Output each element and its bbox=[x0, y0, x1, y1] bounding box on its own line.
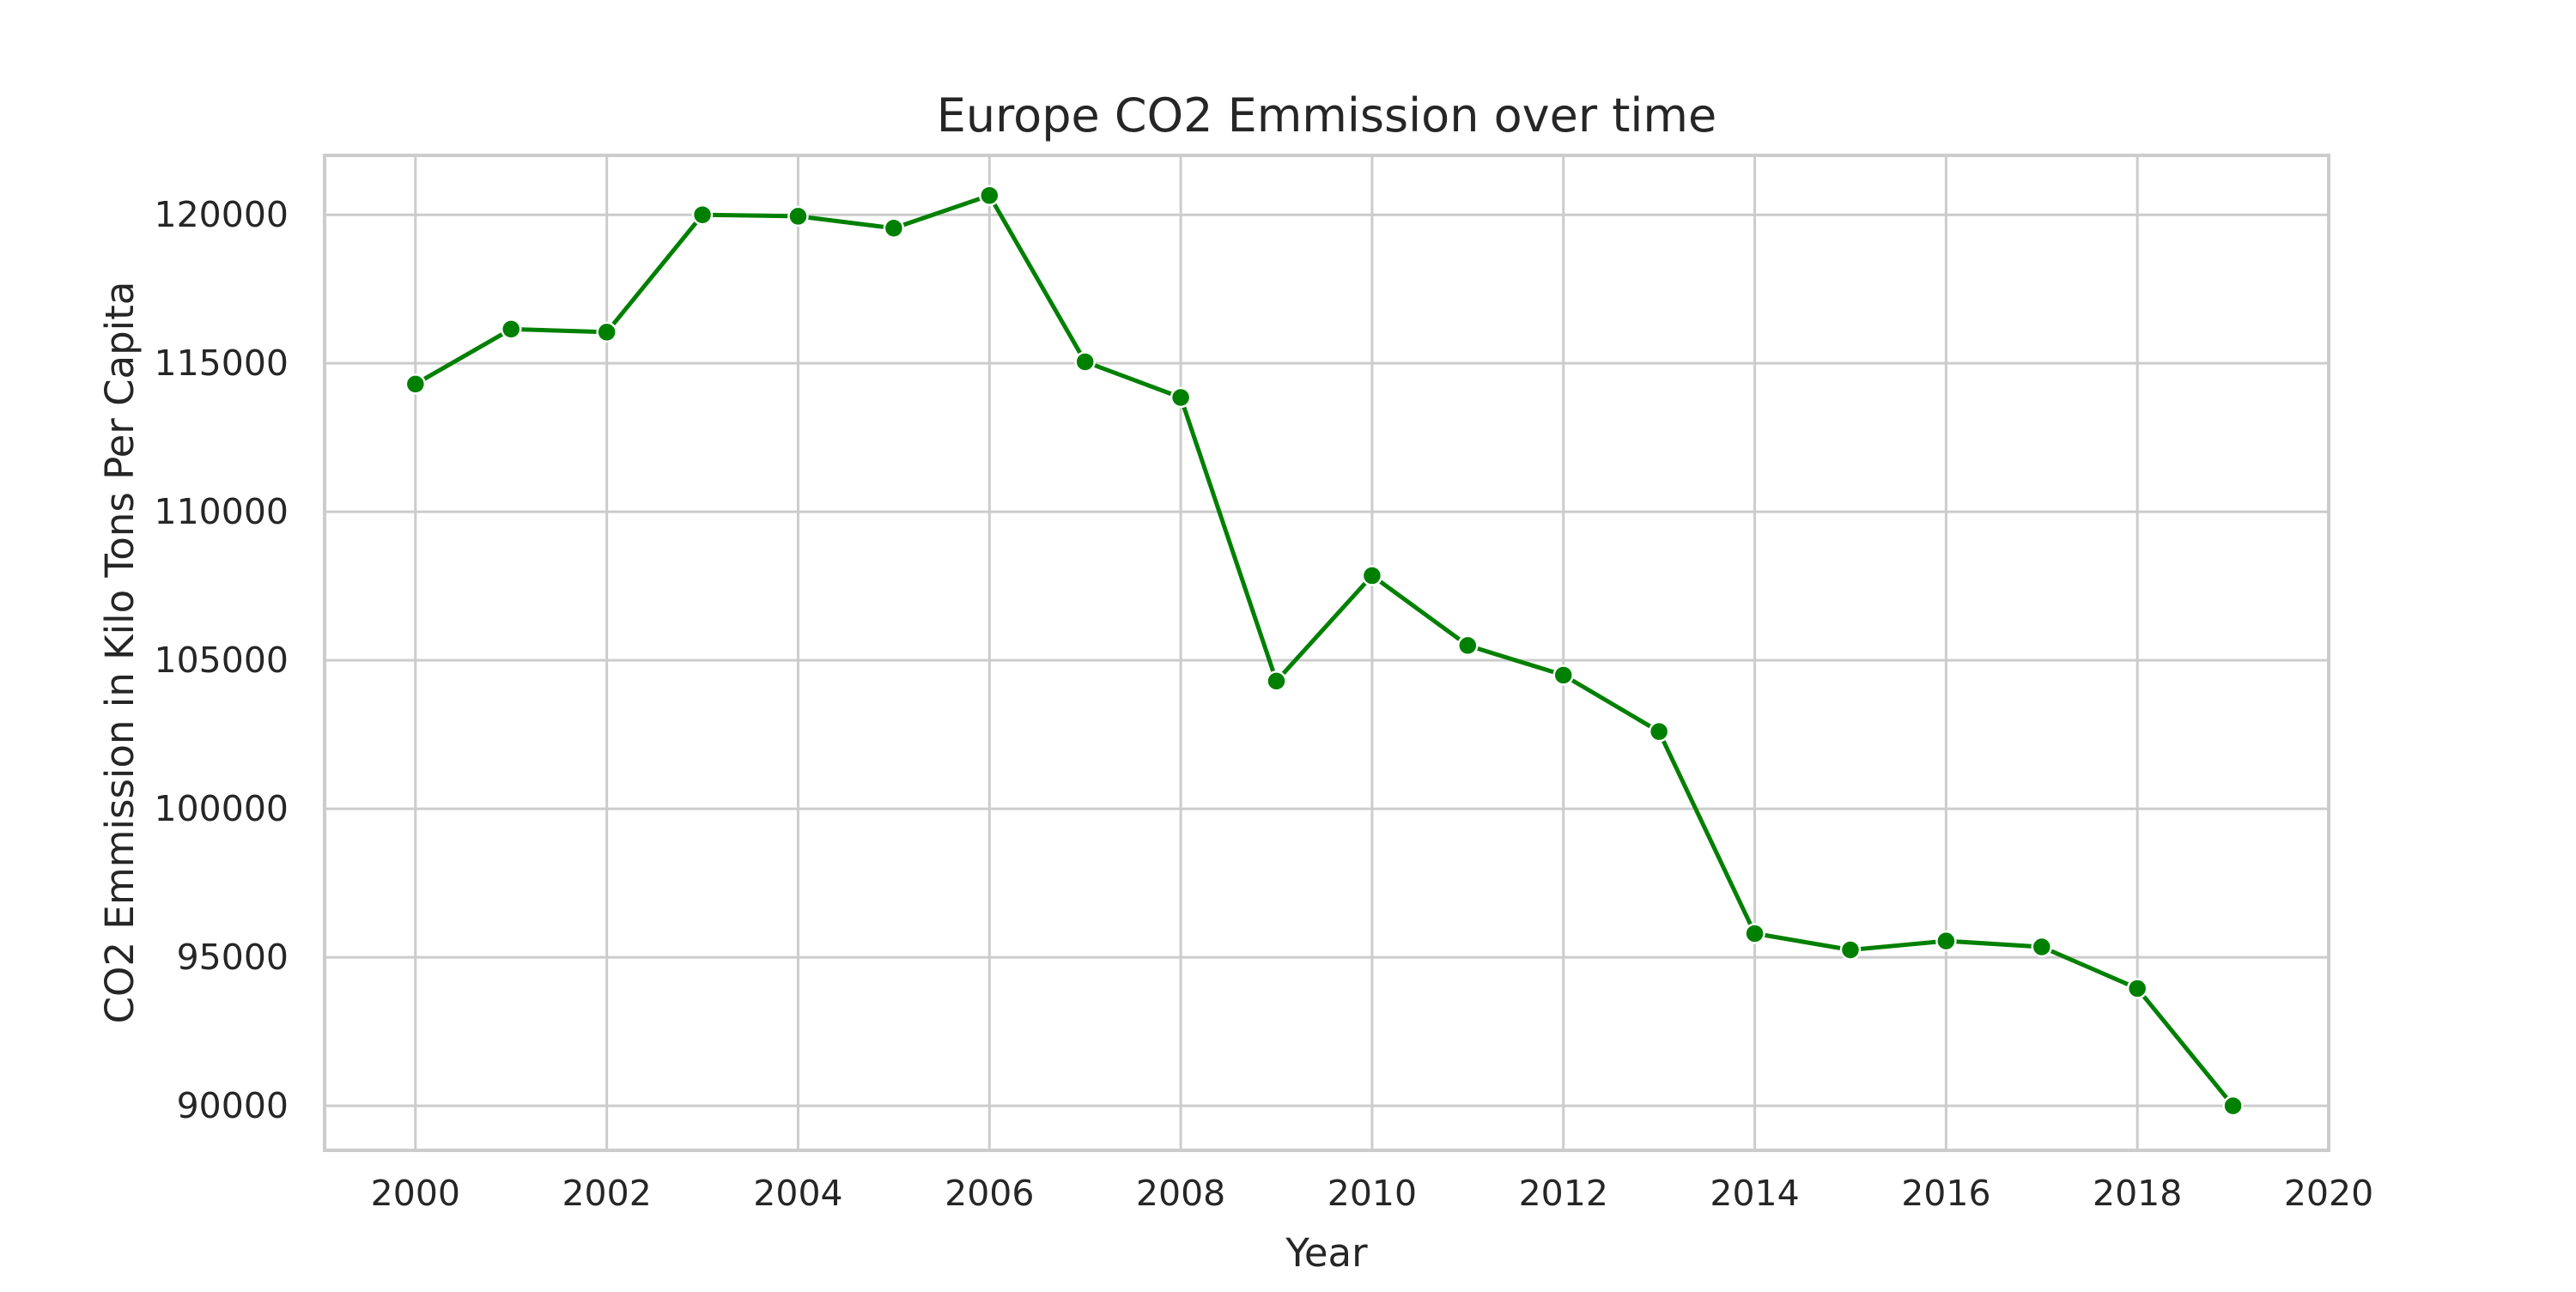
x-tick-label: 2002 bbox=[562, 1173, 651, 1214]
x-tick-label: 2020 bbox=[2284, 1173, 2373, 1214]
data-point-2011 bbox=[1457, 634, 1479, 657]
y-tick-label: 110000 bbox=[154, 491, 289, 532]
data-point-2000 bbox=[404, 373, 427, 395]
data-point-2004 bbox=[787, 205, 809, 227]
y-tick-label: 120000 bbox=[154, 194, 289, 235]
data-point-2001 bbox=[500, 318, 522, 340]
x-axis-label: Year bbox=[1285, 1230, 1368, 1276]
tick-labels: 2000 2002 2004 2006 2008 2010 2012 2014 2016 2018… bbox=[154, 194, 2373, 1214]
grid-layer bbox=[325, 155, 2330, 1150]
data-point-2018 bbox=[2126, 978, 2148, 999]
x-tick-label: 2010 bbox=[1327, 1173, 1417, 1214]
x-tick-label: 2018 bbox=[2093, 1173, 2182, 1214]
data-point-2006 bbox=[979, 185, 1000, 206]
data-point-2017 bbox=[2031, 936, 2053, 958]
series-layer bbox=[404, 185, 2244, 1117]
x-tick-label: 2016 bbox=[1901, 1173, 1990, 1214]
data-point-2003 bbox=[691, 203, 714, 226]
data-point-2016 bbox=[1935, 930, 1957, 952]
data-point-2008 bbox=[1170, 386, 1192, 409]
data-point-2012 bbox=[1552, 664, 1574, 686]
x-tick-label: 2000 bbox=[371, 1173, 460, 1214]
y-tick-label: 95000 bbox=[177, 937, 289, 978]
data-point-2005 bbox=[883, 217, 905, 240]
data-point-2002 bbox=[596, 321, 617, 343]
data-point-2015 bbox=[1839, 939, 1862, 961]
data-point-2010 bbox=[1361, 565, 1383, 586]
y-tick-label: 100000 bbox=[154, 788, 289, 829]
x-tick-label: 2014 bbox=[1710, 1173, 1799, 1214]
x-tick-label: 2012 bbox=[1519, 1173, 1608, 1214]
plot-frame bbox=[323, 154, 2330, 1152]
x-tick-label: 2004 bbox=[753, 1173, 842, 1214]
data-point-2014 bbox=[1744, 923, 1765, 944]
chart-title: Europe CO2 Emmission over time bbox=[937, 88, 1716, 143]
data-point-2007 bbox=[1074, 351, 1096, 373]
data-point-2009 bbox=[1266, 670, 1287, 692]
x-tick-label: 2008 bbox=[1136, 1173, 1225, 1214]
data-point-2019 bbox=[2222, 1095, 2244, 1117]
y-tick-label: 115000 bbox=[154, 343, 289, 384]
data-point-2013 bbox=[1648, 720, 1670, 743]
y-tick-label: 90000 bbox=[177, 1085, 289, 1126]
series-line bbox=[413, 193, 2236, 1108]
y-tick-label: 105000 bbox=[154, 640, 289, 681]
x-tick-label: 2006 bbox=[945, 1173, 1034, 1214]
y-axis-label: CO2 Emmission in Kilo Tons Per Capita bbox=[97, 282, 143, 1024]
